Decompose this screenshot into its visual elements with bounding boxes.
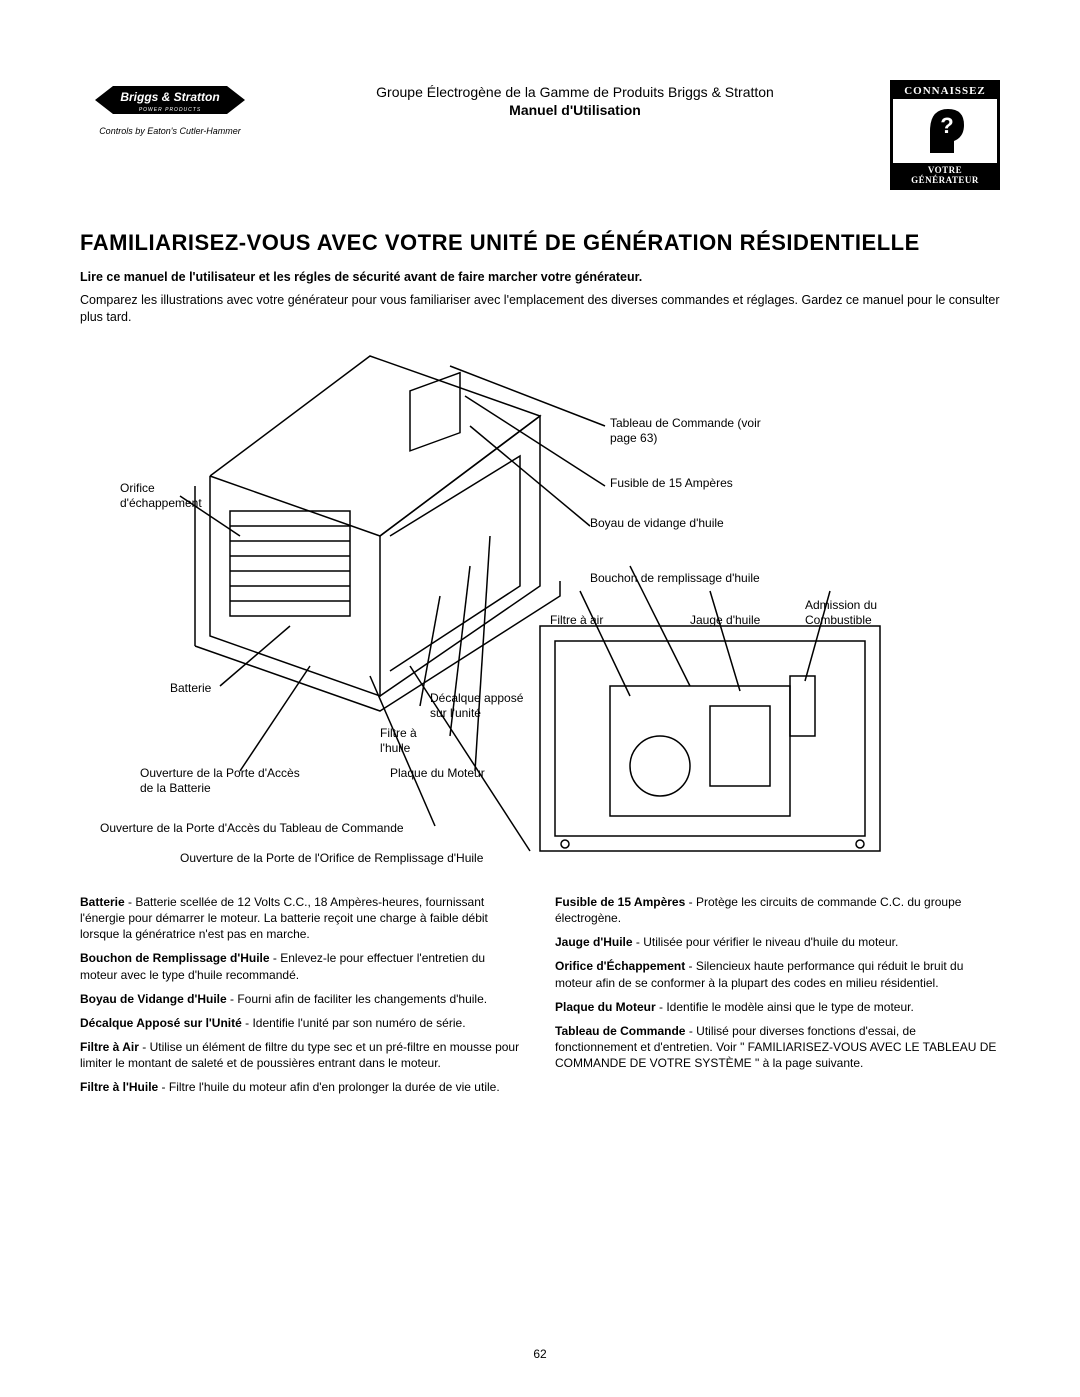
def-control-panel: Tableau de Commande - Utilisé pour diver… <box>555 1023 1000 1072</box>
def-engine-plate: Plaque du Moteur - Identifie le modèle a… <box>555 999 1000 1015</box>
callout-oil-fill-cap: Bouchon de remplissage d'huile <box>590 571 760 586</box>
callout-oilfill-door: Ouverture de la Porte de l'Orifice de Re… <box>180 851 483 866</box>
def-oil-filter: Filtre à l'Huile - Filtre l'huile du mot… <box>80 1079 525 1095</box>
intro-paragraph: Comparez les illustrations avec votre gé… <box>80 292 1000 326</box>
def-unit-decal: Décalque Apposé sur l'Unité - Identifie … <box>80 1015 525 1031</box>
head-question-icon: ? <box>920 103 970 159</box>
header-title-line2: Manuel d'Utilisation <box>260 102 890 118</box>
def-battery: Batterie - Batterie scellée de 12 Volts … <box>80 894 525 943</box>
header-title-line1: Groupe Électrogène de la Gamme de Produi… <box>260 84 890 100</box>
def-air-filter: Filtre à Air - Utilise un élément de fil… <box>80 1039 525 1071</box>
header-center: Groupe Électrogène de la Gamme de Produi… <box>260 80 890 118</box>
definitions-col-right: Fusible de 15 Ampères - Protège les circ… <box>555 894 1000 1104</box>
callout-exhaust-port: Orifice d'échappement <box>120 481 220 511</box>
section-title: FAMILIARISEZ-VOUS AVEC VOTRE UNITÉ DE GÉ… <box>80 230 1000 256</box>
def-15amp-fuse: Fusible de 15 Ampères - Protège les circ… <box>555 894 1000 926</box>
callout-oil-drain-hose: Boyau de vidange d'huile <box>590 516 724 531</box>
callout-engine-plate: Plaque du Moteur <box>390 766 485 781</box>
page-number: 62 <box>0 1347 1080 1361</box>
know-your-generator-badge: CONNAISSEZ ? VOTRE GÉNÉRATEUR <box>890 80 1000 190</box>
def-oil-dipstick: Jauge d'Huile - Utilisée pour vérifier l… <box>555 934 1000 950</box>
callout-battery-door: Ouverture de la Porte d'Accès de la Batt… <box>140 766 310 796</box>
svg-text:Briggs & Stratton: Briggs & Stratton <box>120 90 219 104</box>
definitions-columns: Batterie - Batterie scellée de 12 Volts … <box>80 894 1000 1104</box>
callout-oil-filter: Filtre à l'huile <box>380 726 450 756</box>
page-header: Briggs & Stratton POWER PRODUCTS Control… <box>80 80 1000 190</box>
badge-top-text: CONNAISSEZ <box>893 83 997 99</box>
brand-logo-block: Briggs & Stratton POWER PRODUCTS Control… <box>80 80 260 136</box>
badge-bottom-text: VOTRE GÉNÉRATEUR <box>893 163 997 187</box>
def-exhaust-port: Orifice d'Échappement - Silencieux haute… <box>555 958 1000 990</box>
intro-bold: Lire ce manuel de l'utilisateur et les r… <box>80 270 1000 284</box>
callout-unit-decal: Décalque apposé sur l'unité <box>430 691 540 721</box>
svg-text:?: ? <box>940 113 953 138</box>
def-oil-fill-cap: Bouchon de Remplissage d'Huile - Enlevez… <box>80 950 525 982</box>
callout-oil-dipstick: Jauge d'huile <box>690 613 760 628</box>
definitions-col-left: Batterie - Batterie scellée de 12 Volts … <box>80 894 525 1104</box>
callout-control-panel: Tableau de Commande (voir page 63) <box>610 416 780 446</box>
callout-air-filter: Filtre à air <box>550 613 603 628</box>
callout-fuel-inlet: Admission du Combustible <box>805 598 905 628</box>
generator-diagram: Orifice d'échappement Batterie Ouverture… <box>80 336 1000 876</box>
callout-panel-door: Ouverture de la Porte d'Accès du Tableau… <box>100 821 404 836</box>
svg-text:POWER PRODUCTS: POWER PRODUCTS <box>139 107 201 113</box>
brand-tagline: Controls by Eaton's Cutler-Hammer <box>80 126 260 136</box>
def-oil-drain-hose: Boyau de Vidange d'Huile - Fourni afin d… <box>80 991 525 1007</box>
callout-battery: Batterie <box>170 681 211 696</box>
callout-15amp-fuse: Fusible de 15 Ampères <box>610 476 733 491</box>
badge-icon-wrap: ? <box>893 99 997 163</box>
brand-logo-icon: Briggs & Stratton POWER PRODUCTS <box>95 80 245 120</box>
